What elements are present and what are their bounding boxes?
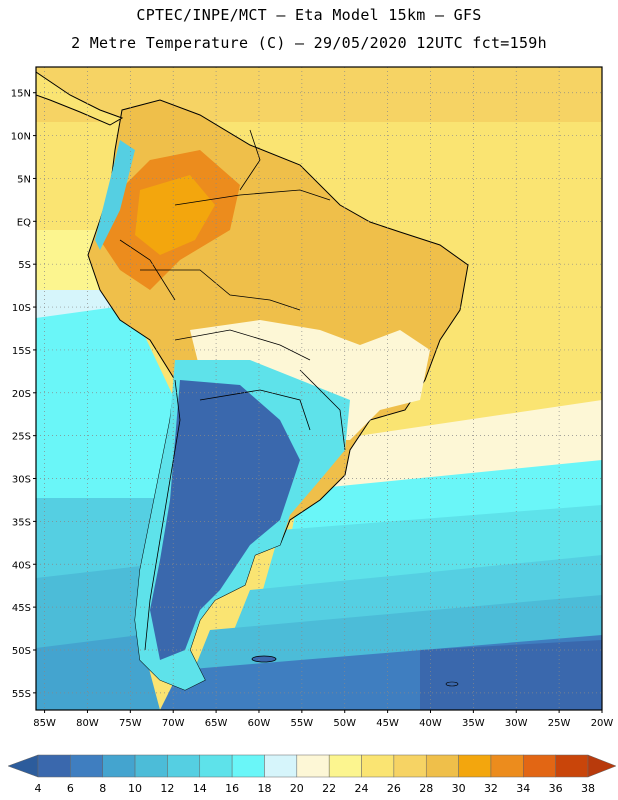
lat-label: 5S: [18, 260, 31, 271]
map-frame: [35, 66, 603, 711]
ocean-band-southern-ocean: [36, 635, 160, 710]
longitude-labels: 85W 80W 75W 70W 65W 60W 55W 50W 45W 40W 35W 30W 25W 2…: [33, 710, 613, 729]
colorbar-swatch: [555, 754, 589, 778]
lat-label: 10S: [12, 303, 31, 314]
colorbar-low-arrow: [7, 754, 39, 778]
colorbar-label: 18: [257, 782, 272, 795]
lon-label: 75W: [119, 718, 142, 729]
latitude-labels: 15N 10N 5N EQ 5S 10S 15S 20S 25S 30S 35S 40S 45S 50S 5…: [11, 89, 36, 700]
lat-label: 40S: [12, 560, 31, 571]
lon-label: 70W: [162, 718, 185, 729]
ocean-band-southern-pacific: [36, 565, 150, 650]
lon-label: 40W: [419, 718, 442, 729]
colorbar-label: 26: [386, 782, 401, 795]
colorbar-label: 38: [581, 782, 595, 795]
lat-label: 20S: [12, 389, 31, 400]
lat-label: 15N: [11, 89, 31, 100]
colorbar-label: 34: [516, 782, 531, 795]
ocean-band-pacific-equatorial: [36, 230, 100, 300]
colorbar-label: 32: [483, 782, 498, 795]
lon-label: 55W: [291, 718, 314, 729]
amazon-core: [135, 175, 215, 255]
colorbar-swatch: [393, 754, 427, 778]
lat-label: 15S: [12, 346, 31, 357]
colorbar-swatch: [167, 754, 201, 778]
colorbar-swatch: [328, 754, 362, 778]
lat-label: 45S: [12, 603, 31, 614]
lon-label: 45W: [376, 718, 399, 729]
lat-label: 5N: [17, 174, 31, 185]
lat-label: 25S: [12, 432, 31, 443]
lon-label: 35W: [462, 718, 485, 729]
lon-label: 25W: [548, 718, 571, 729]
title-line-1: CPTEC/INPE/MCT – Eta Model 15km – GFS: [136, 6, 482, 24]
lat-label: 35S: [12, 517, 31, 528]
colorbar-swatch: [523, 754, 556, 778]
patagonia-cold: [150, 380, 300, 660]
lon-label: 80W: [76, 718, 99, 729]
colorbar-high-arrow: [587, 754, 617, 778]
colorbar-label: 36: [548, 782, 563, 795]
colorbar-label: 20: [289, 782, 304, 795]
lon-label: 60W: [248, 718, 271, 729]
andes-north-cold: [95, 140, 135, 250]
ocean-band-pacific-cold: [36, 305, 175, 500]
lat-label: 50S: [12, 646, 31, 657]
colorbar-swatch: [134, 754, 168, 778]
ocean-band-coldest: [420, 640, 602, 710]
colorbar-label: 14: [192, 782, 207, 795]
lat-label: 30S: [12, 475, 31, 486]
colorbar-label: 30: [451, 782, 466, 795]
colorbar-swatch: [37, 754, 71, 778]
colorbar-label: 28: [419, 782, 434, 795]
colorbar-label: 10: [128, 782, 143, 795]
colorbar-swatch: [458, 754, 492, 778]
colorbar-swatch: [425, 754, 459, 778]
ocean-band-atlantic-colder: [260, 505, 602, 600]
colorbar-label: 12: [160, 782, 175, 795]
lat-label: 10N: [11, 132, 31, 143]
colorbar-swatch: [296, 754, 330, 778]
colorbar: [7, 754, 617, 778]
colorbar-label: 22: [322, 782, 337, 795]
colorbar-label: 4: [34, 782, 42, 795]
lon-label: 50W: [333, 718, 356, 729]
colorbar-swatch: [490, 754, 524, 778]
falkland-islands: [251, 655, 277, 663]
country-borders: [119, 129, 346, 651]
lon-label: 20W: [591, 718, 614, 729]
colorbar-swatch: [264, 754, 298, 778]
colorbar-swatch: [102, 754, 136, 778]
colorbar-label: 8: [99, 782, 107, 795]
colorbar-label: 16: [225, 782, 240, 795]
ocean-band-atlantic-cold: [290, 460, 602, 540]
lat-label: 55S: [12, 689, 31, 700]
central-america-land: [36, 71, 124, 126]
ocean-band-pacific-colder: [36, 498, 160, 580]
lon-label: 30W: [505, 718, 528, 729]
colorbar-swatch: [361, 754, 395, 778]
colorbar-label: 24: [354, 782, 369, 795]
colorbar-label: 6: [66, 782, 74, 795]
ocean-band-south-atlantic: [230, 555, 602, 640]
south-georgia-island: [445, 681, 459, 687]
lon-label: 65W: [205, 718, 228, 729]
lon-label: 85W: [33, 718, 56, 729]
colorbar-swatch: [231, 754, 265, 778]
colorbar-swatch: [70, 754, 103, 778]
title-line-2: 2 Metre Temperature (C) – 29/05/2020 12U…: [71, 34, 547, 52]
lat-label: EQ: [17, 217, 31, 228]
ocean-band-south-atlantic-2: [190, 595, 602, 680]
colorbar-swatch: [199, 754, 233, 778]
